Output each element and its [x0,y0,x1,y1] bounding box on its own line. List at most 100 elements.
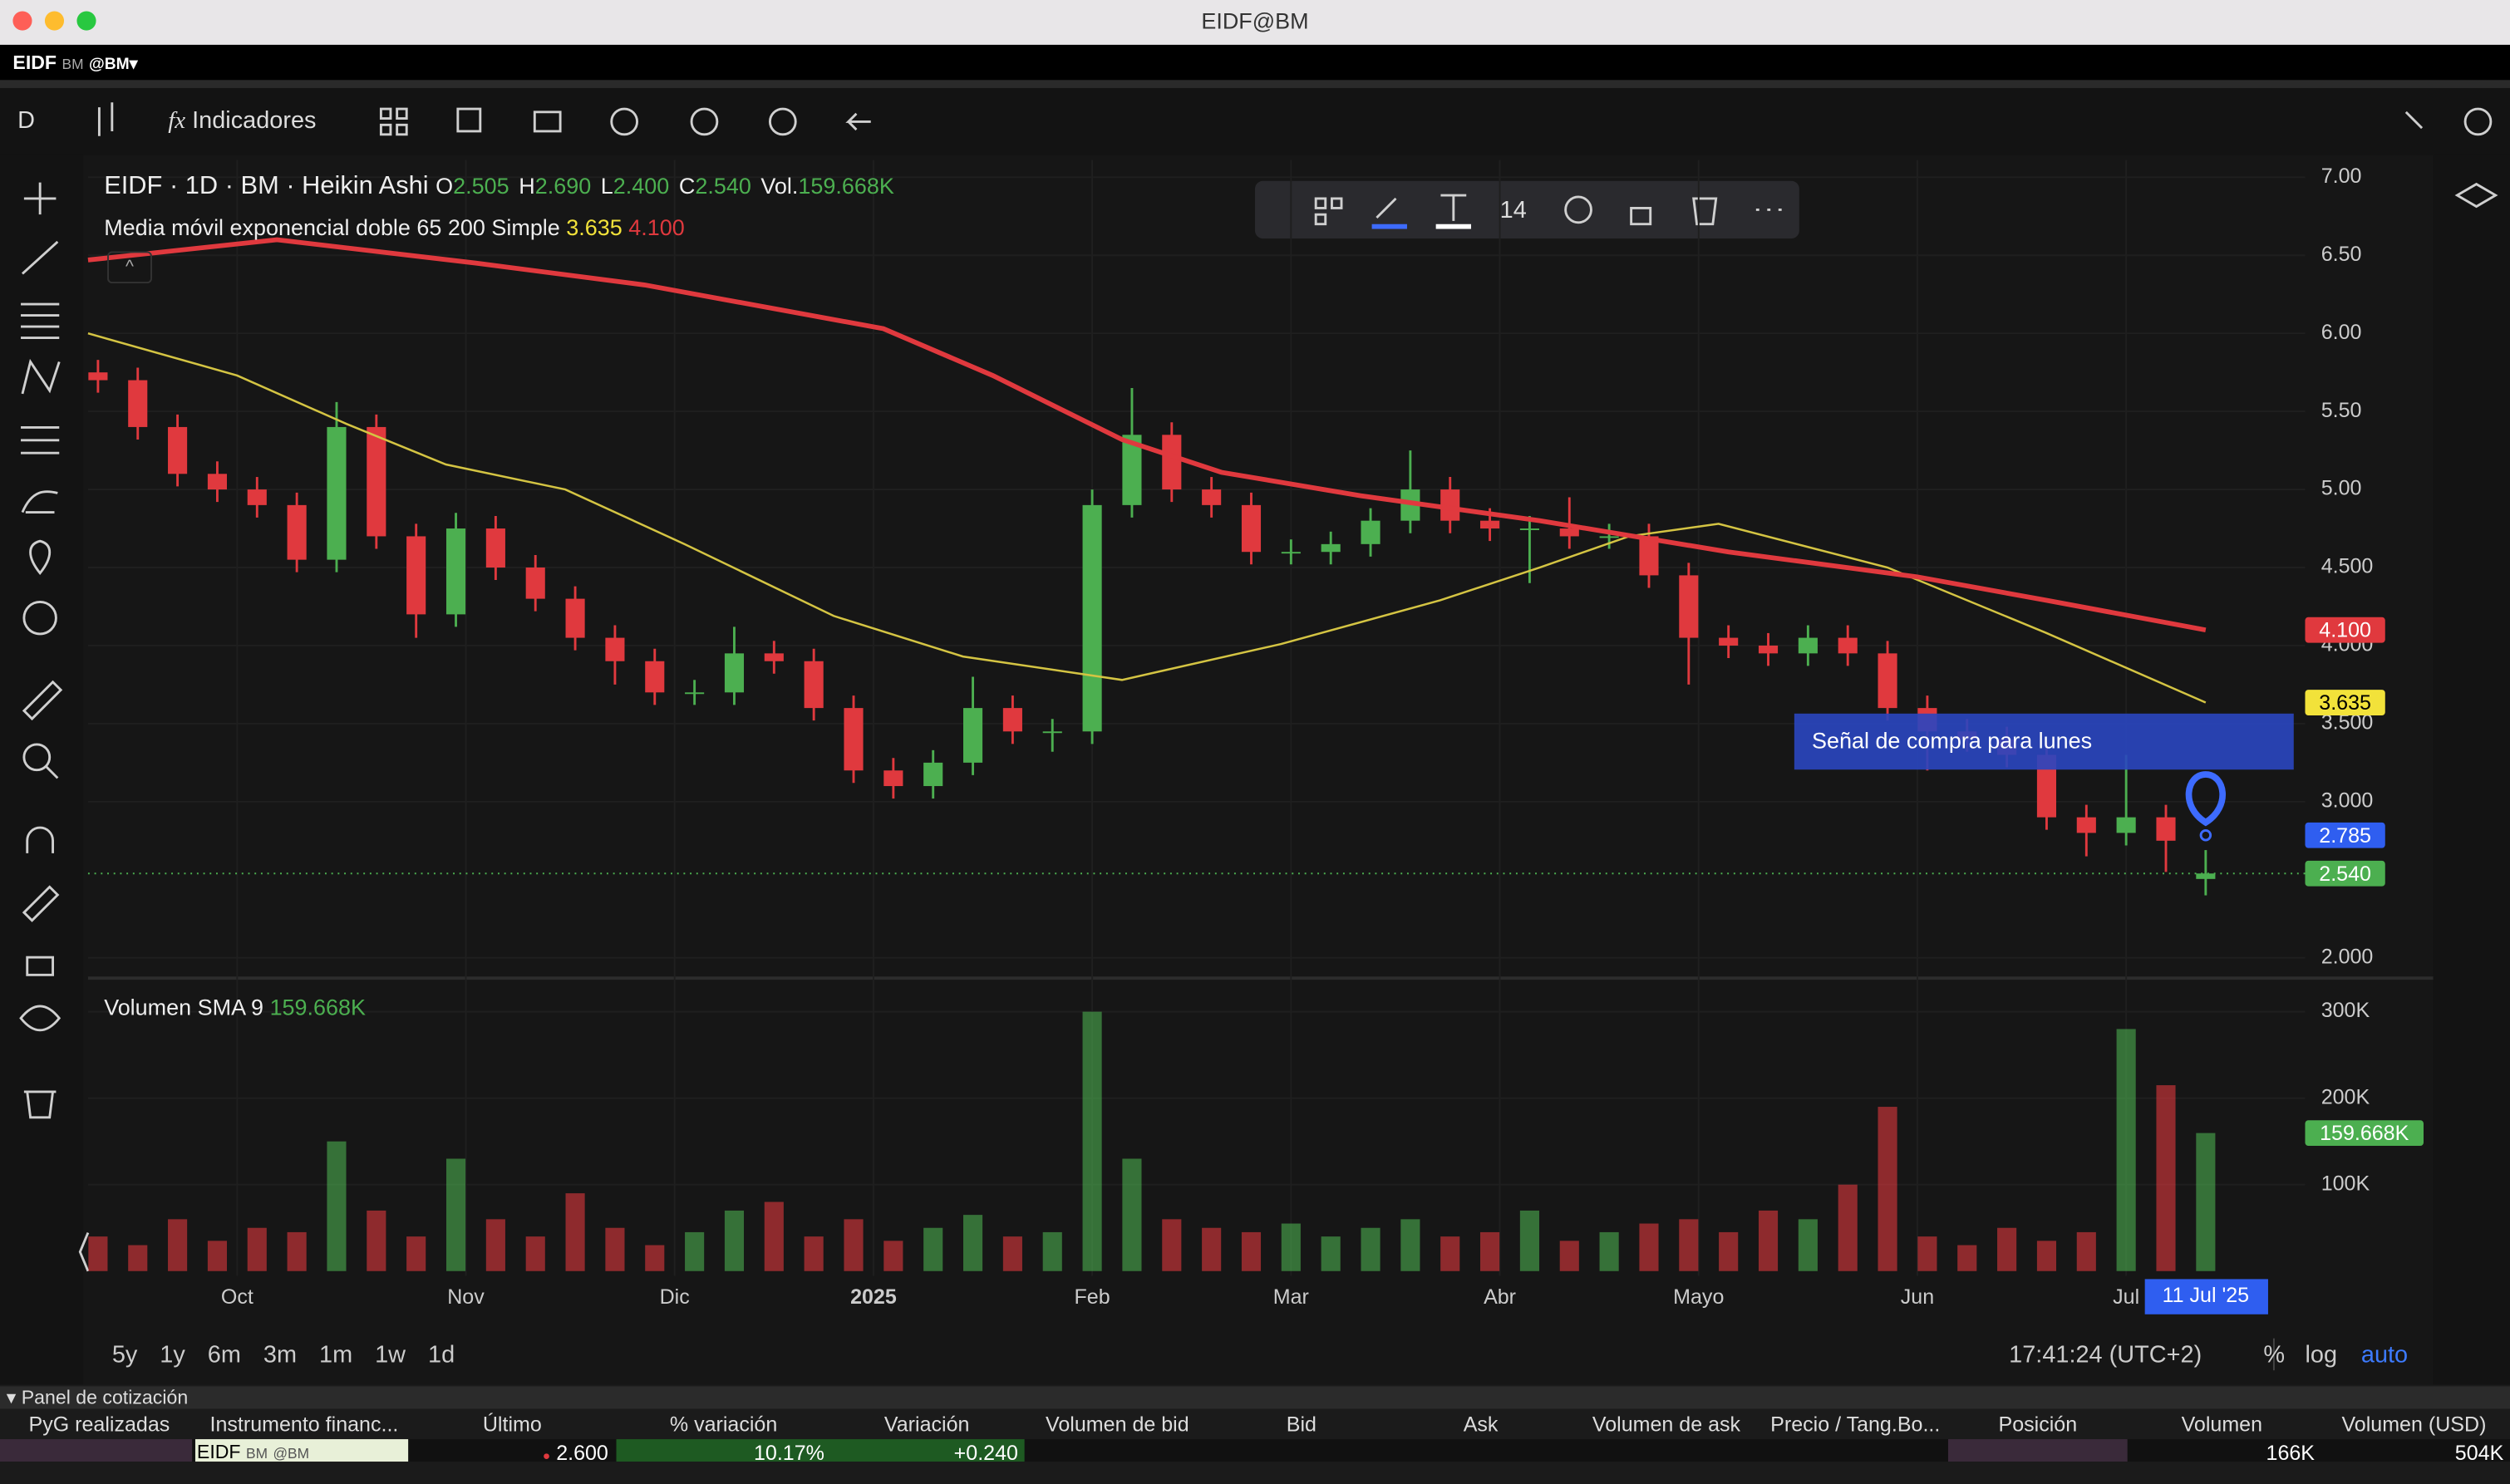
candle-body [406,536,426,615]
ohlc-value: 2.400 [613,173,670,199]
range-button[interactable]: 6m [207,1341,241,1369]
candle-body [1519,528,1539,530]
left-tool-icons[interactable] [19,182,90,1272]
candle-body [485,528,505,568]
log-toggle[interactable]: log [2305,1341,2338,1369]
x-tick-label: Feb [1075,1285,1110,1309]
range-button[interactable]: 1m [319,1341,353,1369]
ohlc-value: 2.690 [534,173,592,199]
candle-body [804,661,824,709]
volume-bar [327,1141,347,1271]
range-button[interactable]: 1w [375,1341,406,1369]
volume-bar [1639,1223,1659,1271]
percent-toggle[interactable]: % [2263,1341,2286,1369]
candle-body [2156,817,2176,841]
volume-legend: Volumen SMA 9 159.668K [104,994,366,1020]
y-tick-label: 5.00 [2321,477,2362,500]
volume-bar [1440,1236,1460,1271]
cell-bg [616,1439,1025,1462]
y-tick-label: 200K [2321,1085,2370,1108]
panel-title-text: Panel de cotización [21,1386,189,1409]
volume-bar [1400,1219,1420,1271]
zoom-button[interactable] [76,11,96,31]
volume-bar [1878,1107,1897,1271]
x-tick-label: Oct [221,1285,253,1309]
column-header: Volumen (USD) [2341,1412,2487,1437]
candle-body [287,504,307,560]
minimize-button[interactable] [44,11,65,31]
volume-bar [1082,1011,1102,1271]
annotation-box [1794,713,2294,770]
y-tick-label: 100K [2321,1172,2370,1195]
right-toolbar [2433,155,2510,1385]
cell-bg [1947,1439,2128,1462]
x-tick-label: Abr [1484,1285,1516,1309]
candle-body [1878,653,1897,709]
volume-bar [1559,1241,1579,1271]
indicators-button[interactable]: fx Indicadores [168,107,317,135]
volume-bar [2196,1133,2216,1271]
auto-toggle[interactable]: auto [2360,1341,2409,1369]
price-tag [2305,822,2385,848]
volume-bar [1679,1219,1699,1271]
top-toolbar [0,87,2510,155]
indicators-label: Indicadores [192,107,317,135]
symbol-header: EIDF BM @BM▾ [12,52,137,74]
volume-bar [88,1236,108,1271]
candle-body [128,380,148,427]
volume-bar [128,1245,148,1271]
collapse-button[interactable]: ^ [107,251,152,284]
range-button[interactable]: 3m [263,1341,298,1369]
x-tick-label: 2025 [850,1285,897,1309]
annotation-text: Señal de compra para lunes [1812,729,2092,754]
volume-bar [168,1219,188,1271]
candle-body [1361,520,1380,544]
indicator-legend: Media móvil exponencial doble 65 200 Sim… [104,214,685,240]
interval-button[interactable]: D [17,107,36,135]
volume-bar [1122,1158,1142,1271]
volume-bar [2156,1085,2176,1271]
range-button[interactable]: 5y [111,1341,138,1369]
column-header: Bid [1286,1412,1317,1437]
ohlc-key: C [678,173,696,199]
volume-bar [1798,1219,1818,1271]
candle-body [1440,489,1460,521]
candle-body [327,426,347,560]
font-size[interactable]: 14 [1499,196,1527,224]
exchange: BM [246,1445,268,1462]
volume-bar [883,1241,903,1271]
clock: 17:41:24 (UTC+2) [2009,1341,2202,1369]
volume-title: Volumen SMA 9 [104,994,264,1020]
candle-body [1838,637,1858,654]
candle-body [1321,543,1341,553]
volume-bar [1162,1219,1182,1271]
volume-value: 159.668K [269,994,367,1020]
candle-body [2036,754,2057,818]
close-button[interactable] [12,11,32,31]
exchange: BM [62,56,84,72]
y-tick-label: 2.000 [2321,945,2374,968]
candle-body [645,661,665,693]
candle-body [1599,536,1619,538]
range-button[interactable]: 1y [160,1341,185,1369]
last: 2.600 [556,1440,608,1465]
candle-body [1002,708,1022,732]
range-button[interactable]: 1d [428,1341,455,1369]
y-tick-label: 5.50 [2321,399,2362,422]
ohlc-key: Vol. [760,173,799,199]
volume-bar [962,1215,983,1271]
volume-cell: 166K [2266,1440,2316,1465]
price-tag-label: 2.540 [2319,862,2371,886]
candle-body [1679,575,1699,638]
volume-bar [1917,1236,1937,1271]
candle-body [844,708,864,771]
top-toolbar-icons[interactable] [97,102,2498,226]
symbol: EIDF [12,51,57,74]
volume-bar [1997,1227,2017,1271]
volume-bar [844,1219,864,1271]
instrument-cell: EIDF BM @BM [197,1441,309,1463]
volume-bar [724,1210,745,1271]
range-selector: 5y 1y 6m 3m 1m 1w 1d [112,1342,477,1369]
volume-bar [764,1201,784,1271]
